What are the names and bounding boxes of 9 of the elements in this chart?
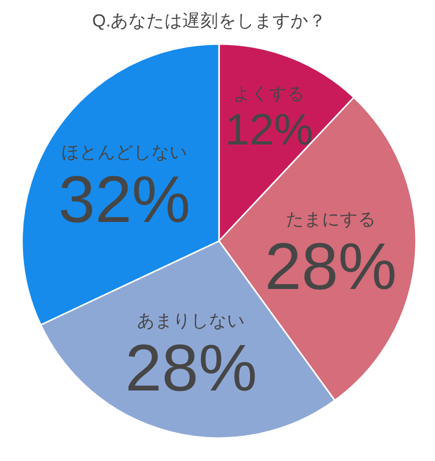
slice-label: ほとんどしない bbox=[61, 142, 188, 162]
data-label: 12% bbox=[225, 106, 314, 155]
slice-label: よくする bbox=[233, 84, 306, 104]
data-label: 28% bbox=[125, 330, 258, 404]
data-label: 32% bbox=[58, 162, 190, 236]
slice-label: あまりしない bbox=[137, 310, 246, 330]
slice-label: たまにする bbox=[286, 209, 376, 230]
chart-title: Q.あなたは遅刻をしますか？ bbox=[92, 10, 327, 30]
data-label: 28% bbox=[264, 229, 397, 304]
